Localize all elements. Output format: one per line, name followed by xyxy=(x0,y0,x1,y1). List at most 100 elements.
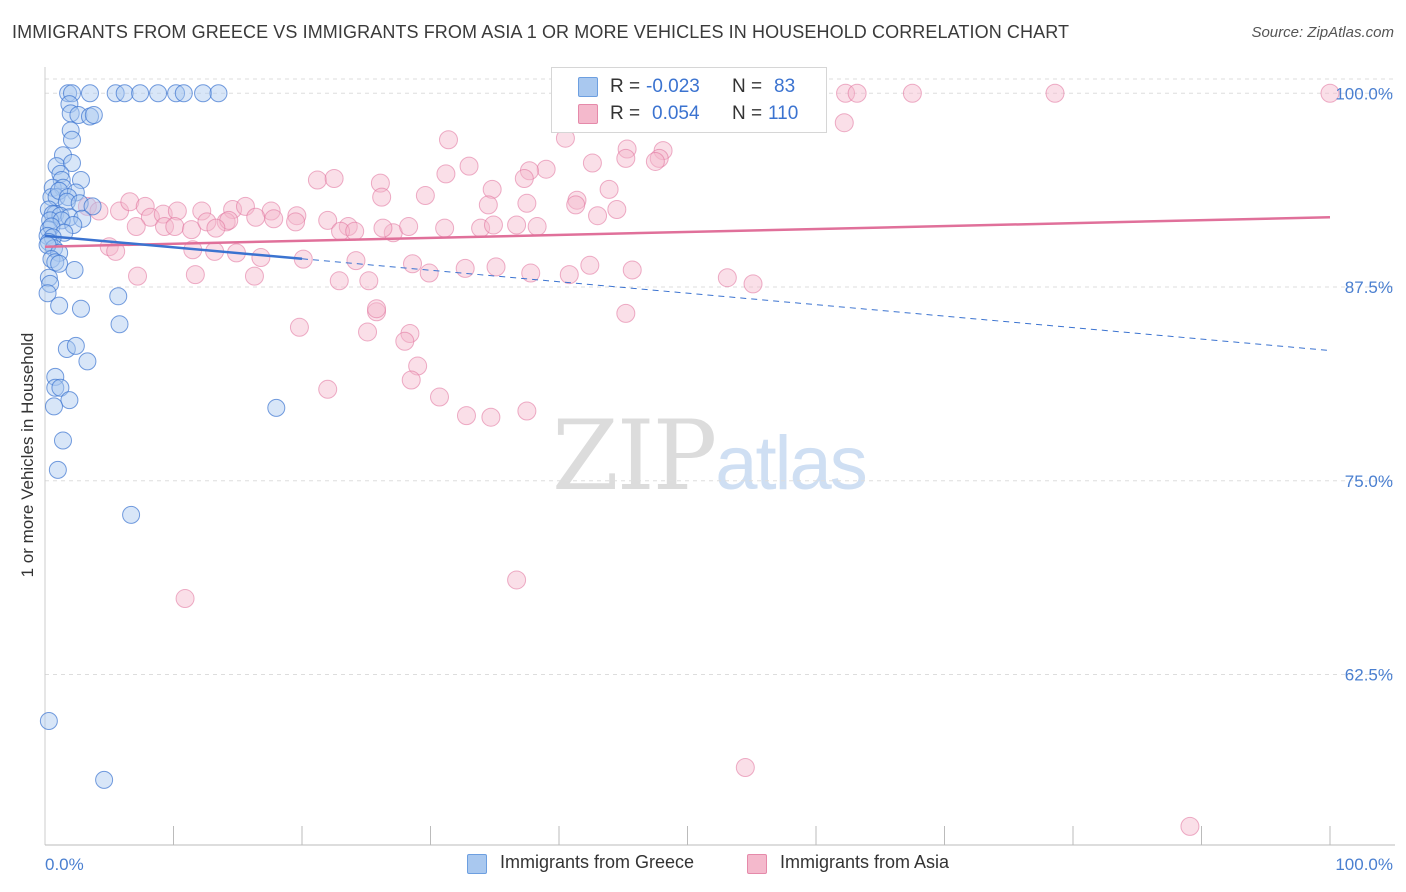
asia-swatch xyxy=(578,104,598,124)
asia-r-label: R = xyxy=(610,103,641,124)
data-point-asia xyxy=(120,192,140,212)
data-point-asia xyxy=(521,263,541,283)
data-point-asia xyxy=(128,266,148,286)
trend-line-greece-extension xyxy=(301,258,1331,352)
data-point-asia xyxy=(536,159,556,179)
data-point-asia xyxy=(286,212,306,232)
data-point-asia xyxy=(435,218,455,238)
data-point-asia xyxy=(735,758,755,777)
trend-line-asia xyxy=(44,216,1331,248)
trend-lines xyxy=(44,216,1331,352)
data-point-greece xyxy=(71,299,90,318)
data-point-asia xyxy=(329,271,349,291)
data-point-greece xyxy=(66,336,85,355)
watermark-atlas: atlas xyxy=(715,421,868,506)
source-label[interactable]: Source: ZipAtlas.com xyxy=(1251,24,1394,41)
x-tick-label-min: 0.0% xyxy=(45,855,84,874)
greece-r-value: -0.023 xyxy=(646,76,700,97)
axes xyxy=(44,67,1395,846)
data-point-asia xyxy=(459,156,479,176)
data-point-greece xyxy=(131,84,150,103)
greece-n-label: N = xyxy=(732,76,763,97)
data-point-asia xyxy=(429,387,449,407)
tick-labels: 62.5% 75.0% 87.5% 100.0% 0.0% 100.0% xyxy=(45,84,1393,874)
data-point-greece xyxy=(52,171,71,190)
data-point-asia xyxy=(419,263,439,283)
data-point-greece xyxy=(267,398,286,417)
data-point-asia xyxy=(478,195,498,215)
data-point-asia xyxy=(559,265,579,285)
data-point-greece xyxy=(48,460,67,479)
data-point-asia xyxy=(140,207,160,227)
data-point-asia xyxy=(346,251,366,271)
trend-line-greece xyxy=(44,234,303,261)
data-point-asia xyxy=(507,215,527,235)
data-point-greece xyxy=(78,352,97,371)
data-point-asia xyxy=(438,130,458,150)
data-point-greece xyxy=(80,84,99,103)
data-point-asia xyxy=(649,148,669,168)
data-point-asia xyxy=(408,356,428,376)
greece-n-value: 83 xyxy=(774,76,796,97)
data-point-asia xyxy=(372,187,392,207)
data-point-asia xyxy=(847,83,867,103)
legend-row-asia: R = 0.054 N = 110 xyxy=(552,100,826,128)
data-point-asia xyxy=(743,274,763,294)
greece-points xyxy=(38,84,286,789)
data-point-greece xyxy=(149,84,168,103)
data-point-asia xyxy=(834,113,854,133)
data-point-greece xyxy=(61,121,80,140)
data-point-greece xyxy=(69,105,88,124)
data-point-greece xyxy=(109,287,128,306)
data-point-asia xyxy=(370,173,390,193)
data-point-asia xyxy=(307,170,327,190)
data-point-greece xyxy=(50,254,69,273)
data-point-greece xyxy=(62,154,81,172)
data-point-greece xyxy=(51,378,70,397)
data-point-greece xyxy=(84,105,103,124)
data-point-asia xyxy=(517,193,537,213)
data-point-greece xyxy=(194,84,213,103)
data-point-asia xyxy=(481,407,501,427)
data-point-greece xyxy=(44,397,63,416)
data-point-asia xyxy=(223,200,243,219)
data-point-asia xyxy=(456,406,476,426)
data-point-asia xyxy=(517,401,537,421)
data-point-asia xyxy=(599,179,619,199)
data-point-greece xyxy=(50,296,69,315)
data-point-asia xyxy=(436,164,456,184)
data-point-asia xyxy=(165,217,185,237)
data-point-asia xyxy=(185,265,205,285)
data-point-asia xyxy=(622,260,642,280)
data-point-asia xyxy=(1320,83,1340,103)
greece-swatch xyxy=(578,77,598,97)
watermark: ZIPatlas xyxy=(552,400,868,512)
data-point-greece xyxy=(53,146,72,165)
data-point-asia xyxy=(289,317,309,337)
data-point-asia xyxy=(395,331,415,351)
data-point-asia xyxy=(486,257,506,277)
data-point-greece xyxy=(73,209,92,228)
data-point-greece xyxy=(39,268,58,287)
data-point-asia xyxy=(582,153,602,173)
asia-n-label: N = xyxy=(732,103,763,124)
data-point-asia xyxy=(483,215,503,235)
asia-legend-swatch xyxy=(747,854,767,874)
asia-points xyxy=(77,83,1340,836)
data-point-asia xyxy=(126,217,146,237)
data-point-greece xyxy=(62,84,81,103)
data-point-greece xyxy=(209,84,228,103)
y-tick-label: 100.0% xyxy=(1335,84,1393,103)
data-point-greece xyxy=(60,391,79,410)
chart-title: IMMIGRANTS FROM GREECE VS IMMIGRANTS FRO… xyxy=(12,22,1070,42)
data-point-asia xyxy=(482,179,502,199)
data-point-greece xyxy=(64,216,83,234)
data-point-asia xyxy=(206,218,226,238)
data-point-asia xyxy=(287,206,307,226)
data-point-asia xyxy=(616,148,636,168)
data-point-asia xyxy=(318,210,338,230)
data-point-asia xyxy=(403,254,423,274)
asia-legend-label: Immigrants from Asia xyxy=(780,852,950,872)
data-point-asia xyxy=(192,201,212,221)
data-point-asia xyxy=(367,299,387,319)
